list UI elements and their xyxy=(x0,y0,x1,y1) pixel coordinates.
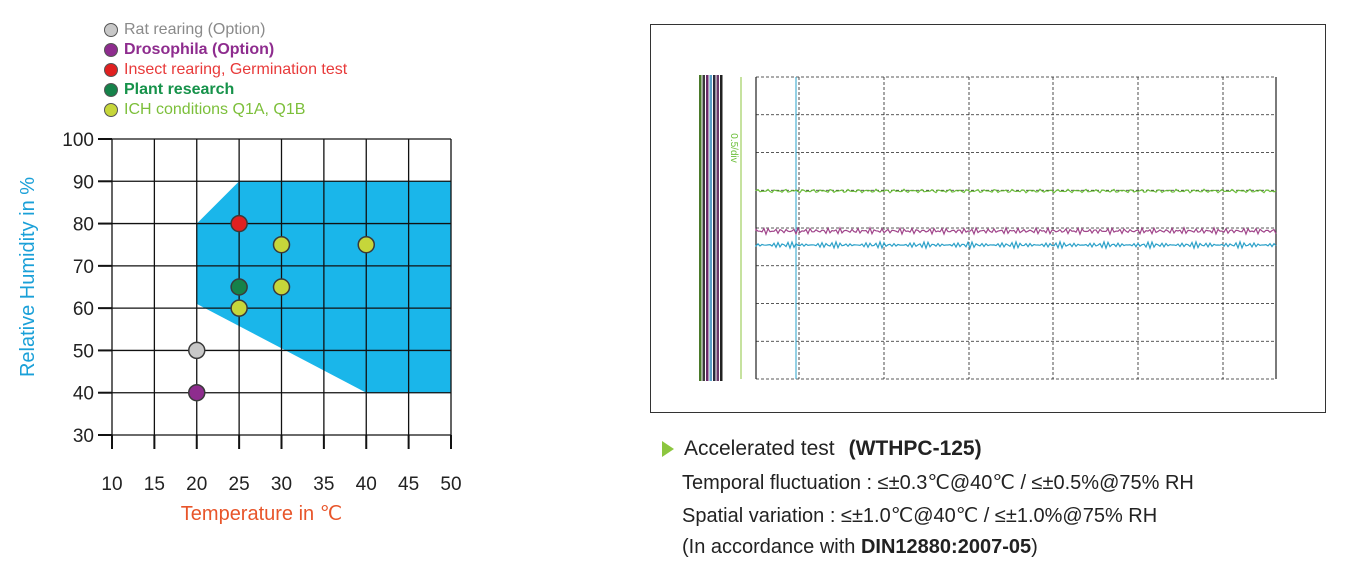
x-tick-label: 25 xyxy=(229,474,250,495)
recorder-chart: 0.5/div xyxy=(699,75,1277,381)
y-tick-label: 80 xyxy=(73,215,94,236)
x-tick-label: 45 xyxy=(398,474,419,495)
standard-suffix: ) xyxy=(1031,536,1038,558)
legend-item: Rat rearing (Option) xyxy=(104,20,347,40)
recorder-trace xyxy=(755,239,1277,251)
legend-label: Rat rearing (Option) xyxy=(124,21,266,38)
caption-block: Accelerated test (WTHPC-125) Temporal fl… xyxy=(662,436,1194,561)
y-tick-label: 60 xyxy=(73,299,94,320)
recorder-trace xyxy=(755,226,1277,236)
recorder-left-band xyxy=(699,75,723,381)
y-tick-label: 40 xyxy=(73,384,94,405)
temporal-fluctuation-spec: Temporal fluctuation : ≤±0.3℃@40℃ / ≤±0.… xyxy=(682,472,1194,494)
y-tick-label: 100 xyxy=(62,130,94,151)
x-tick-label: 30 xyxy=(271,474,292,495)
x-tick-label: 50 xyxy=(440,474,461,495)
caption-title: Accelerated test xyxy=(684,437,835,460)
humidity-temperature-chart: 100 90 80 70 60 50 40 30 10 15 20 25 30 35 40 45 50 Tempe… xyxy=(17,130,462,525)
caption-model: (WTHPC-125) xyxy=(848,437,982,460)
play-arrow-icon xyxy=(662,441,674,457)
caption-title-row: Accelerated test (WTHPC-125) xyxy=(662,436,1194,462)
data-point xyxy=(188,341,206,360)
x-tick-label: 20 xyxy=(186,474,207,495)
legend-marker-icon xyxy=(104,103,118,117)
data-point xyxy=(357,235,375,254)
recorder-trace xyxy=(755,188,1277,194)
x-axis-title: Temperature in ℃ xyxy=(181,503,342,525)
legend-item: Insect rearing, Germination test xyxy=(104,60,347,80)
data-point xyxy=(230,214,248,233)
grid-lines xyxy=(111,138,452,436)
legend-marker-icon xyxy=(104,63,118,77)
standard-reference: (In accordance with DIN12880:2007-05) xyxy=(682,536,1194,561)
legend-marker-icon xyxy=(104,43,118,57)
legend-item: Plant research xyxy=(104,80,347,100)
x-tick-label: 40 xyxy=(356,474,377,495)
legend-item: Drosophila (Option) xyxy=(104,40,347,60)
y-tick-label: 50 xyxy=(73,341,94,362)
data-point xyxy=(230,299,248,317)
legend-label: Plant research xyxy=(124,81,235,98)
data-point xyxy=(188,383,206,402)
y-axis-title: Relative Humidity in % xyxy=(17,177,39,377)
legend-item: ICH conditions Q1A, Q1B xyxy=(104,100,347,120)
legend-label: Insect rearing, Germination test xyxy=(124,61,348,78)
legend-marker-icon xyxy=(104,23,118,37)
x-tick-label: 15 xyxy=(144,474,165,495)
data-point xyxy=(272,235,291,254)
standard-code: DIN12880:2007-05 xyxy=(860,536,1032,558)
y-tick-label: 30 xyxy=(73,426,94,447)
spatial-variation-spec: Spatial variation : ≤±1.0℃@40℃ / ≤±1.0%@… xyxy=(682,505,1158,527)
legend-marker-icon xyxy=(104,83,118,97)
legend-label: Drosophila (Option) xyxy=(124,41,275,58)
y-tick-label: 70 xyxy=(73,257,94,278)
legend-label: ICH conditions Q1A, Q1B xyxy=(124,101,306,118)
chart-legend: Rat rearing (Option) Drosophila (Option) I… xyxy=(104,20,347,120)
data-point xyxy=(230,278,248,296)
x-tick-label: 35 xyxy=(313,474,334,495)
data-point xyxy=(272,278,291,296)
recorder-scale-label: 0.5/div xyxy=(728,133,739,162)
y-tick-label: 90 xyxy=(73,172,94,193)
recorder-chart-frame: 0.5/div xyxy=(650,24,1326,413)
x-tick-label: 10 xyxy=(101,474,122,495)
standard-prefix: (In accordance with xyxy=(682,536,861,558)
